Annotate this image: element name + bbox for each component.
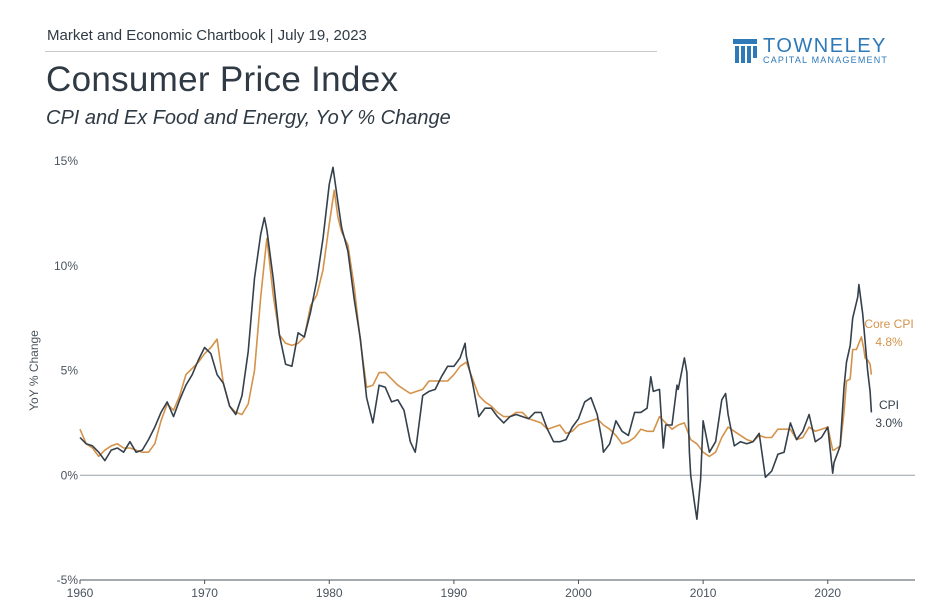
y-tick-label: 15% xyxy=(54,154,78,168)
x-tick-label: 1990 xyxy=(441,586,468,600)
cpi-series-label: CPI xyxy=(879,398,899,412)
logo-name: TOWNELEY xyxy=(763,35,887,57)
x-tick-label: 1960 xyxy=(67,586,94,600)
page-subtitle: CPI and Ex Food and Energy, YoY % Change xyxy=(46,107,451,129)
y-tick-label: 10% xyxy=(54,259,78,273)
series-line-core-cpi xyxy=(79,189,873,458)
cpi-value-label: 3.0% xyxy=(875,416,903,430)
x-tick-label: 2000 xyxy=(565,586,592,600)
series-line-cpi xyxy=(79,166,873,520)
x-tick-label: 2010 xyxy=(690,586,717,600)
chartbook-header: Market and Economic Chartbook | July 19,… xyxy=(47,27,367,44)
logo-subtitle: CAPITAL MANAGEMENT xyxy=(763,55,889,65)
x-tick-label: 1980 xyxy=(316,586,343,600)
y-tick-label: -5% xyxy=(57,573,79,587)
core-cpi-series-label: Core CPI xyxy=(864,317,913,331)
y-tick-label: 0% xyxy=(61,468,79,482)
company-logo: TOWNELEY CAPITAL MANAGEMENT xyxy=(733,35,903,67)
header-divider xyxy=(45,51,657,52)
x-tick-label: 2020 xyxy=(814,586,841,600)
bars-logo-icon xyxy=(733,39,757,63)
x-tick-label: 1970 xyxy=(191,586,218,600)
y-axis-title: YoY % Change xyxy=(27,330,41,411)
page-title: Consumer Price Index xyxy=(46,60,399,99)
core-cpi-value-label: 4.8% xyxy=(875,335,903,349)
y-tick-label: 5% xyxy=(61,364,79,378)
